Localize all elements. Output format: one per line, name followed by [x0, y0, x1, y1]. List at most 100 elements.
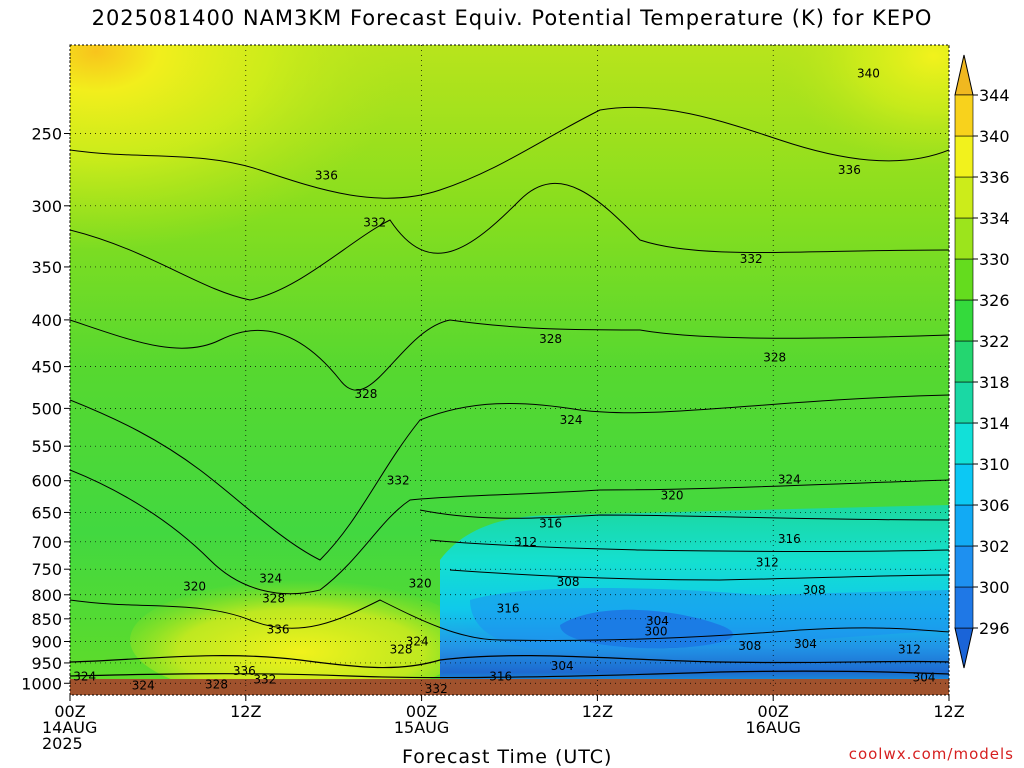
colorbar-band	[954, 135, 974, 178]
contour-label: 332	[387, 474, 410, 488]
contour-label: 312	[898, 642, 921, 656]
x-tick-label: 12Z	[230, 702, 261, 721]
contour-label: 328	[763, 351, 786, 365]
colorbar-band	[954, 258, 974, 301]
colorbar-tick-label: 330	[979, 250, 1010, 269]
y-tick-label: 1000	[21, 674, 62, 693]
chart-title: 2025081400 NAM3KM Forecast Equiv. Potent…	[91, 6, 933, 30]
field-lowlevel-high	[130, 580, 470, 695]
contour-label: 324	[406, 634, 429, 648]
contour-label: 304	[913, 670, 936, 684]
x-tick-label: 12Z	[582, 702, 613, 721]
y-tick-label: 550	[31, 437, 62, 456]
contour-label: 308	[803, 583, 826, 597]
colorbar-top-arrow	[954, 54, 974, 96]
contour-label: 340	[857, 67, 880, 81]
colorbar-band	[954, 176, 974, 219]
x-tick-label: 2025	[42, 734, 83, 753]
x-tick-label: 12Z	[933, 702, 964, 721]
colorbar-tick-label: 340	[979, 127, 1010, 146]
contour-label: 316	[778, 532, 801, 546]
y-tick-label: 450	[31, 358, 62, 377]
y-tick-label: 600	[31, 472, 62, 491]
x-tick-label: 16AUG	[745, 718, 800, 737]
contour-label: 304	[794, 637, 817, 651]
contour-label: 312	[756, 555, 779, 569]
colorbar-band	[954, 463, 974, 506]
contour-label: 324	[778, 472, 801, 486]
colorbar-tick-label: 300	[979, 578, 1010, 597]
colorbar-band	[954, 381, 974, 424]
x-tick-label: 14AUG	[42, 718, 97, 737]
plot-area	[70, 45, 949, 695]
contour-label: 336	[233, 664, 256, 678]
contour-mid	[70, 319, 949, 391]
contour-label: 324	[259, 572, 282, 586]
contour-label: 320	[409, 577, 432, 591]
y-tick-label: 350	[31, 258, 62, 277]
y-tick-label: 500	[31, 399, 62, 418]
contour-label: 316	[539, 516, 562, 530]
contour-mid-lower	[70, 394, 949, 561]
contour-label: 332	[425, 682, 448, 696]
contour-label: 336	[838, 163, 861, 177]
contour-mid-upper	[70, 182, 949, 301]
contour-lower-3	[429, 539, 949, 552]
colorbar-tick-label: 334	[979, 209, 1010, 228]
contour-label: 300	[645, 625, 668, 639]
contour-label: 336	[315, 169, 338, 183]
colorbar-tick-label: 306	[979, 496, 1010, 515]
x-axis-label: Forecast Time (UTC)	[402, 746, 613, 768]
field-cold-band	[470, 588, 949, 650]
contour-label: 312	[514, 535, 537, 549]
contour-label: 328	[390, 642, 413, 656]
colorbar-tick-label: 296	[979, 619, 1010, 638]
colorbar-band	[954, 545, 974, 588]
contour-label: 316	[489, 669, 512, 683]
colorbar-tick-label: 310	[979, 455, 1010, 474]
ground-strip	[70, 679, 949, 695]
y-tick-label: 950	[31, 654, 62, 673]
contour-label: 304	[551, 659, 574, 673]
contour-label: 304	[646, 614, 669, 628]
contour-surface-2	[70, 670, 949, 679]
contour-label: 332	[740, 252, 763, 266]
colorbar-tick-label: 344	[979, 86, 1010, 105]
contour-label: 336	[267, 622, 290, 636]
contour-label: 308	[738, 639, 761, 653]
contour-label: 320	[661, 489, 684, 503]
y-tick-label: 300	[31, 197, 62, 216]
contour-label: 324	[132, 678, 155, 692]
colorbar-band	[954, 422, 974, 465]
credit-link[interactable]: coolwx.com/models	[848, 745, 1014, 763]
contour-label: 324	[560, 413, 583, 427]
contour-label: 308	[557, 575, 580, 589]
y-tick-label: 400	[31, 311, 62, 330]
x-tick-label: 00Z	[758, 702, 789, 721]
x-tick-label: 00Z	[54, 702, 85, 721]
contour-label: 328	[539, 332, 562, 346]
colorbar-tick-label: 302	[979, 537, 1010, 556]
contour-label: 328	[262, 592, 285, 606]
colorbar-tick-label: 314	[979, 414, 1010, 433]
contour-label: 328	[354, 387, 377, 401]
colorbar-band	[954, 299, 974, 342]
contour-label: 328	[205, 677, 228, 691]
y-axis: 250 300 350 400 450 500 550 600 650 700 750 800 850 9…	[21, 124, 70, 693]
contour-label: 320	[183, 579, 206, 593]
grid	[69, 45, 950, 695]
colorbar: 296 300 302 306 310 314 318 322 326 330 334 336 340 3…	[954, 54, 1010, 669]
contour-label: 332	[363, 216, 386, 230]
colorbar-tick-label: 326	[979, 291, 1010, 310]
colorbar-band	[954, 504, 974, 547]
y-tick-label: 900	[31, 632, 62, 651]
colorbar-band	[954, 340, 974, 383]
colorbar-band	[954, 94, 974, 137]
contour-label: 332	[253, 672, 276, 686]
contour-label: 324	[73, 669, 96, 683]
colorbar-bottom-arrow	[954, 627, 974, 669]
x-tick-label: 15AUG	[394, 718, 449, 737]
contour-lower-2	[419, 509, 949, 521]
